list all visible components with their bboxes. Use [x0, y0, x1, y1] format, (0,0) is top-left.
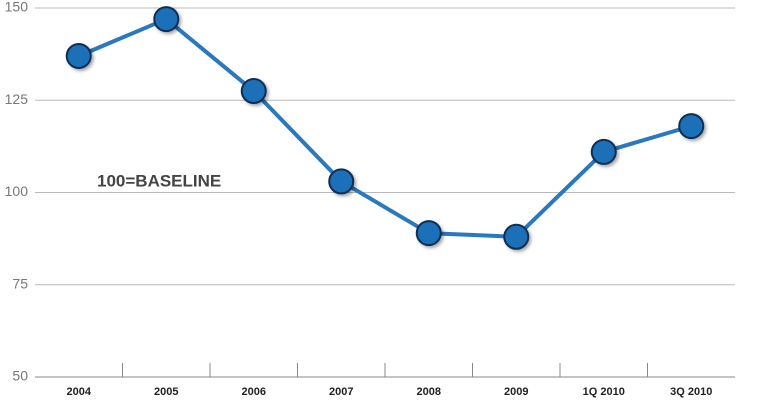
- x-tick-label: 2007: [329, 386, 353, 398]
- x-tick-label: 2009: [504, 386, 528, 398]
- x-tick-label: 2005: [154, 386, 178, 398]
- line: [77, 17, 692, 239]
- marker: [240, 78, 267, 105]
- x-tick-label: 3Q 2010: [670, 386, 712, 398]
- x-tick-label: 2006: [242, 386, 266, 398]
- y-tick-label: 100: [5, 183, 29, 199]
- marker: [415, 220, 442, 247]
- y-tick-label: 125: [5, 91, 29, 107]
- marker: [590, 138, 617, 165]
- x-tick-label: 2004: [67, 386, 92, 398]
- x-tick-label: 2008: [417, 386, 441, 398]
- y-tick-label: 150: [5, 0, 29, 15]
- marker: [328, 168, 355, 195]
- marker: [678, 113, 705, 140]
- x-tick-label: 1Q 2010: [583, 386, 625, 398]
- marker: [65, 42, 92, 69]
- y-tick-label: 75: [12, 275, 28, 291]
- y-tick-label: 50: [12, 368, 28, 384]
- annotation: 100=BASELINE: [97, 171, 221, 190]
- marker: [503, 223, 530, 250]
- marker: [153, 6, 180, 33]
